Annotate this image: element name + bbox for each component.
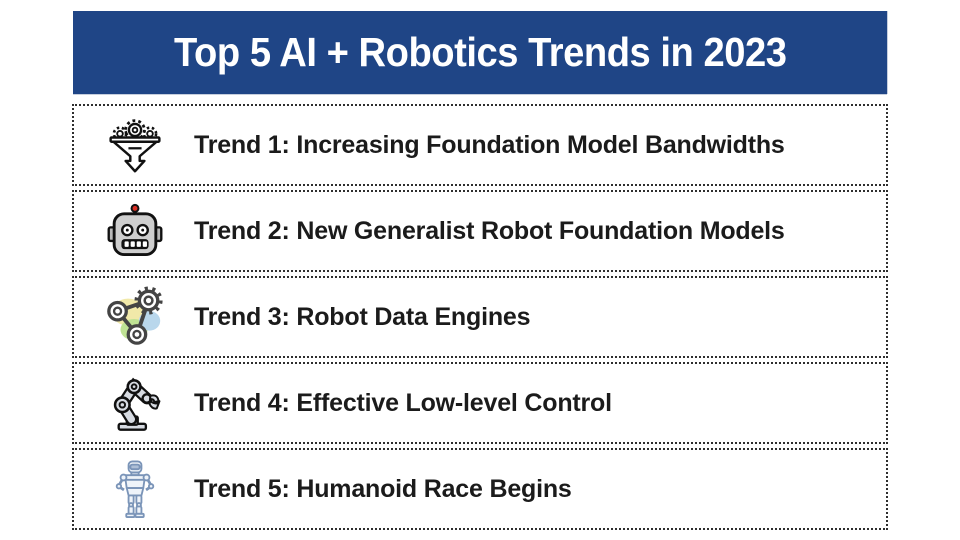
- trend-label: Trend 5: Humanoid Race Begins: [194, 474, 572, 503]
- trend-label: Trend 3: Robot Data Engines: [194, 302, 531, 331]
- trend-row-4: Trend 4: Effective Low-level Control: [72, 362, 888, 444]
- trend-row-2: Trend 2: New Generalist Robot Foundation…: [72, 190, 888, 272]
- trend-label: Trend 2: New Generalist Robot Foundation…: [194, 216, 785, 245]
- funnel-gears-icon: [100, 112, 170, 178]
- title-banner: Top 5 AI + Robotics Trends in 2023: [73, 11, 887, 94]
- humanoid-robot-icon: [100, 456, 170, 522]
- gear-belt-icon: [100, 284, 170, 350]
- page-title: Top 5 AI + Robotics Trends in 2023: [173, 29, 787, 75]
- robot-arm-icon: [100, 370, 170, 436]
- trend-row-3: Trend 3: Robot Data Engines: [72, 276, 888, 358]
- trend-label: Trend 1: Increasing Foundation Model Ban…: [194, 130, 785, 159]
- trend-row-5: Trend 5: Humanoid Race Begins: [72, 448, 888, 530]
- trend-row-1: Trend 1: Increasing Foundation Model Ban…: [72, 104, 888, 186]
- trend-label: Trend 4: Effective Low-level Control: [194, 388, 612, 417]
- robot-head-icon: [100, 198, 170, 264]
